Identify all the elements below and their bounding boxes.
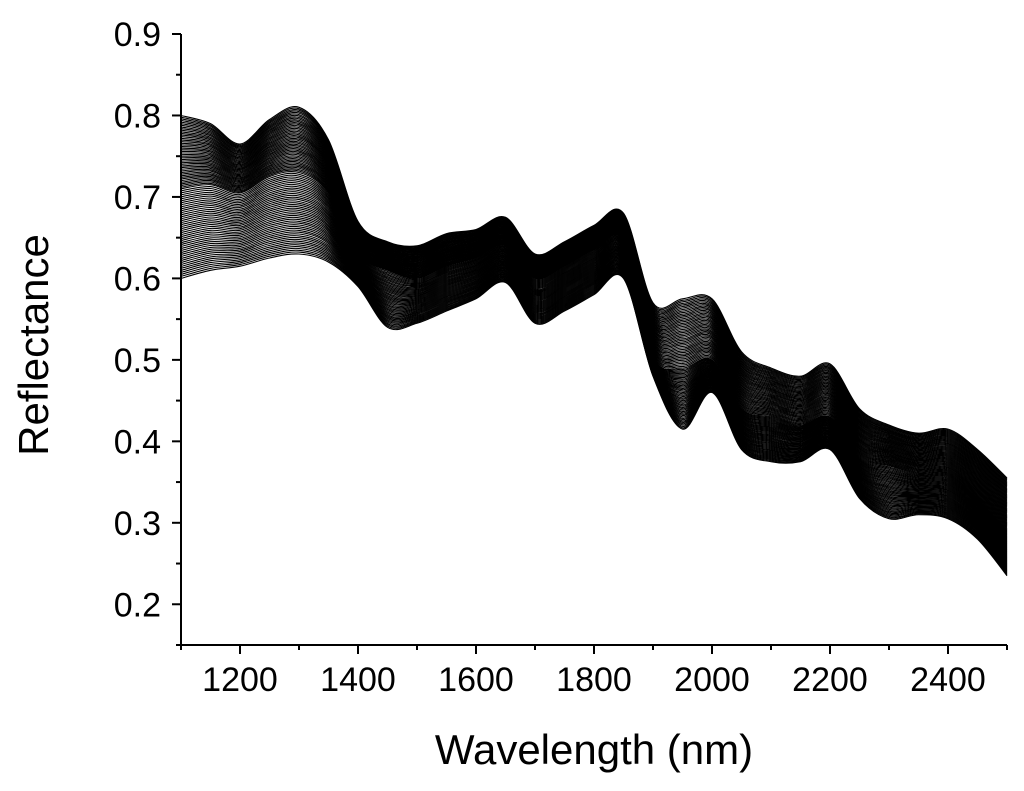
spectrum-line — [180, 253, 1008, 577]
spectrum-line — [180, 170, 1008, 532]
spectrum-line — [180, 160, 1008, 524]
spectrum-line — [180, 227, 1008, 563]
spectrum-line — [180, 244, 1008, 572]
x-axis-title: Wavelength (nm) — [435, 726, 753, 773]
spectrum-line — [180, 214, 1008, 556]
y-tick-label: 0.9 — [114, 16, 161, 54]
spectrum-line — [180, 209, 1008, 553]
spectrum-line — [180, 231, 1008, 565]
spectrum-line — [180, 224, 1008, 561]
spectrum-line — [180, 187, 1008, 541]
x-tick-label: 1400 — [320, 661, 396, 699]
y-tick-label: 0.5 — [114, 342, 161, 380]
spectrum-line — [180, 110, 1008, 482]
spectrum-line — [180, 200, 1008, 548]
spectrum-line — [180, 242, 1008, 571]
spectrum-line — [180, 222, 1008, 560]
spectrum-line — [180, 225, 1008, 562]
spectrum-line — [180, 240, 1008, 570]
spectrum-line — [180, 192, 1008, 544]
spectrum-line — [180, 213, 1008, 555]
spectrum-line — [180, 211, 1008, 554]
spectrum-line — [180, 183, 1008, 539]
y-tick-label: 0.8 — [114, 97, 161, 135]
spectrum-line — [180, 205, 1008, 551]
x-tick-label: 2400 — [910, 661, 986, 699]
y-axis-title: Reflectance — [10, 234, 57, 456]
x-tick-label: 2200 — [792, 661, 868, 699]
y-tick-label: 0.7 — [114, 179, 161, 217]
spectrum-line — [180, 181, 1008, 538]
spectrum-line — [180, 220, 1008, 559]
x-tick-label: 2000 — [674, 661, 750, 699]
spectrum-line — [180, 178, 1008, 536]
spectrum-line — [180, 246, 1008, 573]
spectra-group — [180, 106, 1008, 577]
spectrum-line — [180, 180, 1008, 537]
spectrum-line — [180, 216, 1008, 557]
spectrum-line — [180, 176, 1008, 535]
spectrum-line — [180, 191, 1008, 543]
x-tick-label: 1200 — [202, 661, 278, 699]
spectrum-line — [180, 163, 1008, 526]
x-tick-label: 1800 — [556, 661, 632, 699]
spectrum-line — [180, 251, 1008, 576]
y-tick-label: 0.4 — [114, 423, 161, 461]
spectrum-line — [180, 166, 1008, 528]
y-tick-label: 0.6 — [114, 260, 161, 298]
y-tick-label: 0.2 — [114, 586, 161, 624]
spectrum-line — [180, 236, 1008, 568]
y-ticks: 0.2 0.3 0.4 0.5 0.6 0.7 0.8 0.9 — [114, 16, 181, 646]
spectrum-line — [180, 249, 1008, 575]
spectrum-line — [180, 106, 1008, 479]
spectrum-line — [180, 235, 1008, 567]
spectrum-line — [180, 233, 1008, 566]
spectrum-line — [180, 229, 1008, 564]
spectrum-line — [180, 198, 1008, 547]
spectrum-line — [180, 174, 1008, 534]
spectrum-line — [180, 202, 1008, 549]
spectrum-line — [180, 196, 1008, 546]
x-ticks: 1200 1400 1600 1800 2000 2200 2400 — [180, 645, 1008, 699]
spectrum-line — [180, 218, 1008, 558]
y-tick-label: 0.3 — [114, 505, 161, 543]
x-tick-label: 1600 — [438, 661, 514, 699]
spectrum-line — [180, 247, 1008, 574]
spectrum-line — [180, 185, 1008, 540]
spectrum-line — [180, 203, 1008, 550]
spectrum-line — [180, 189, 1008, 542]
spectrum-line — [180, 238, 1008, 569]
spectrum-line — [180, 194, 1008, 545]
spectrum-line — [180, 172, 1008, 533]
spectrum-line — [180, 207, 1008, 552]
